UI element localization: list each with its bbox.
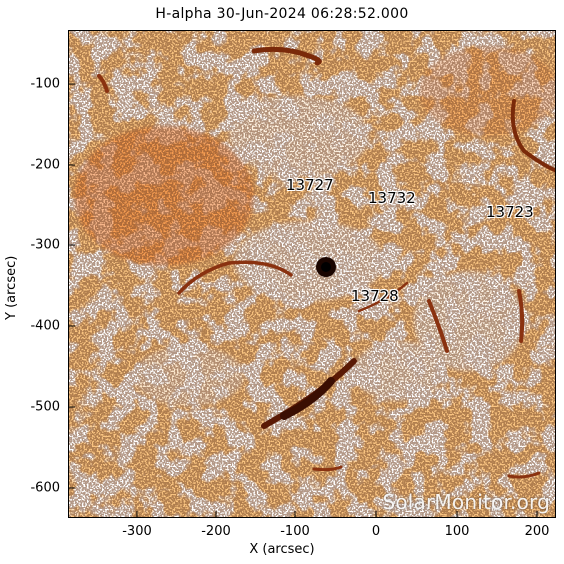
- filament-north: [251, 46, 322, 66]
- solar-image-frame: [68, 30, 556, 518]
- image-title: H-alpha 30-Jun-2024 06:28:52.000: [155, 6, 409, 22]
- watermark: SolarMonitor.org: [382, 490, 550, 514]
- filament-east2: [517, 289, 525, 343]
- x-tick-label: -300: [122, 524, 152, 539]
- h-alpha-solar-image: [69, 31, 555, 517]
- x-tick-label: -100: [280, 524, 310, 539]
- x-tick-label: -200: [201, 524, 231, 539]
- x-tick-label: 0: [371, 524, 381, 539]
- speckle-noise: [69, 31, 555, 517]
- y-axis-label: Y (arcsec): [4, 255, 19, 320]
- filament-south-core: [280, 377, 335, 420]
- region-label-13727: 13727: [286, 176, 334, 194]
- sunspot-umbra: [321, 262, 331, 272]
- y-tick-label: -400: [30, 318, 60, 334]
- y-tick-label: -500: [30, 399, 60, 415]
- region-label-13732: 13732: [368, 189, 416, 207]
- filament-central: [357, 281, 409, 313]
- y-tick-label: -100: [30, 76, 60, 92]
- y-tick-label: -200: [30, 157, 60, 173]
- filaments: [97, 46, 555, 479]
- x-tick-label: 100: [444, 524, 470, 539]
- y-tick-label: -600: [30, 480, 60, 496]
- filament-nw: [97, 74, 109, 93]
- filament-se: [507, 471, 541, 479]
- x-tick-label: 200: [524, 524, 550, 539]
- region-label-13728: 13728: [351, 287, 399, 305]
- filament-east: [427, 299, 449, 353]
- filament-far-south: [312, 465, 343, 472]
- region-label-13723: 13723: [486, 203, 534, 221]
- x-axis-label: X (arcsec): [249, 542, 315, 557]
- y-tick-label: -300: [30, 237, 60, 253]
- filament-central-west: [177, 260, 293, 295]
- filament-northeast: [510, 99, 555, 173]
